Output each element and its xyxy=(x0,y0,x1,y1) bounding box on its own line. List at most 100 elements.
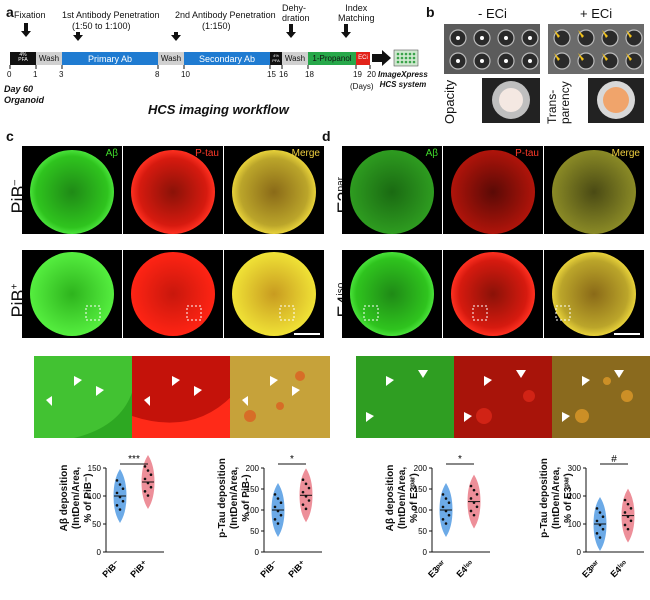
violin-1 xyxy=(467,474,481,529)
y-tick-label: 0 xyxy=(577,548,582,557)
image-d-merge-e3par: Merge xyxy=(544,146,644,234)
violin-1 xyxy=(141,455,155,509)
x-tick-label: E3ᵖᵃʳ xyxy=(426,558,448,580)
image-c-ab-pibpos xyxy=(22,250,122,338)
plus-eci-label: + ECi xyxy=(580,6,613,21)
chart-ptau-pib: 0 50 100 150 200 PiB⁻ PiB⁺ * xyxy=(246,454,322,579)
y-tick-label: 0 xyxy=(97,548,102,557)
y-tick-label: 50 xyxy=(250,527,259,536)
ab2-dilution: (1:150) xyxy=(202,21,231,31)
day60-label: Day 60 xyxy=(4,84,34,94)
zoom-c-ab xyxy=(34,356,134,438)
y-tick-label: 100 xyxy=(568,520,582,529)
wash-block-2: Wash xyxy=(160,54,182,63)
y-tick-label: 100 xyxy=(88,492,102,501)
image-c-merge-pibneg: Merge xyxy=(224,146,324,234)
next-arrow-icon xyxy=(372,50,391,66)
x-tick-label: E3ᵖᵃʳ xyxy=(580,558,602,580)
chart-ptau-apoe: 0 100 200 300 E3ᵖᵃʳ E4ⁱˢᵒ # xyxy=(568,454,644,580)
day-tick-label: 1 xyxy=(33,70,38,79)
organoid-label: Organoid xyxy=(4,95,44,105)
violin-0 xyxy=(271,483,285,537)
x-tick-label: PiB⁻ xyxy=(258,558,279,579)
zoom-d-ab xyxy=(356,356,456,438)
day-tick-label: 0 xyxy=(7,70,12,79)
panel-letter-a: a xyxy=(6,4,14,20)
wash-block-3: Wash xyxy=(284,54,306,63)
workflow-title: HCS imaging workflow xyxy=(148,102,289,117)
chart-ab-pib: 0 50 100 150 PiB⁻ PiB⁺ *** xyxy=(88,454,164,579)
image-d-ptau-e3par: P-tau xyxy=(443,146,543,234)
y-tick-label: 100 xyxy=(414,506,428,515)
sig-marker: *** xyxy=(128,454,140,465)
violin-1 xyxy=(621,488,635,543)
day-tick-label: 10 xyxy=(181,70,190,79)
secondary-ab-block: Secondary Ab xyxy=(198,54,256,64)
violin-0 xyxy=(439,483,453,537)
fixation-label: Fixation xyxy=(14,10,46,20)
image-c-ab-pibneg: Aβ xyxy=(22,146,122,234)
opacity-label: Opacity xyxy=(442,79,457,124)
clearing-photos xyxy=(444,24,644,123)
x-tick-label: E4ⁱˢᵒ xyxy=(608,557,630,579)
day-tick-label: 8 xyxy=(155,70,160,79)
arrow-icon xyxy=(21,23,31,37)
days-unit: (Days) xyxy=(350,82,374,91)
y-tick-label: 50 xyxy=(92,520,101,529)
workflow-arrows xyxy=(9,23,419,69)
y-tick-label: 150 xyxy=(246,485,260,494)
zoom-d-merge xyxy=(552,356,650,438)
sig-marker: # xyxy=(611,454,617,465)
image-d-ab-e4iso xyxy=(342,250,442,338)
panel-letter-d: d xyxy=(322,128,331,144)
image-c-ptau-pibneg: P-tau xyxy=(123,146,223,234)
day-tick-label: 18 xyxy=(305,70,314,79)
panel-letter-b: b xyxy=(426,4,435,20)
pfa-block: 4% PFA xyxy=(18,52,28,63)
y-tick-label: 0 xyxy=(423,548,428,557)
sig-marker: * xyxy=(458,454,462,465)
index-matching-label: Index Matching xyxy=(338,3,375,23)
day-tick-label: 16 xyxy=(279,70,288,79)
x-tick-label: PiB⁺ xyxy=(286,558,307,579)
zoom-c-merge xyxy=(230,356,330,438)
day-tick-label: 19 xyxy=(353,70,362,79)
minus-eci-label: - ECi xyxy=(478,6,507,21)
system-label: ImageXpress HCS system xyxy=(378,70,428,89)
primary-ab-block: Primary Ab xyxy=(87,54,132,64)
image-d-ab-e3par: Aβ xyxy=(342,146,442,234)
ab2-heading: 2nd Antibody Penetration xyxy=(175,10,276,20)
y-tick-label: 200 xyxy=(568,492,582,501)
transparency-label: Trans- parency xyxy=(545,81,572,124)
chart-ab-apoe: 0 50 100 150 200 E3ᵖᵃʳ E4ⁱˢᵒ * xyxy=(414,454,490,580)
x-tick-label: PiB⁺ xyxy=(128,558,149,579)
image-c-merge-pibpos xyxy=(224,250,324,338)
violin-0 xyxy=(593,497,607,551)
image-d-ptau-e4iso xyxy=(443,250,543,338)
x-tick-label: E4ⁱˢᵒ xyxy=(454,557,476,579)
propanol-block: 1-Propanol xyxy=(312,54,352,63)
y-tick-label: 300 xyxy=(568,464,582,473)
sig-marker: * xyxy=(290,454,294,465)
y-tick-label: 150 xyxy=(88,464,102,473)
y-tick-label: 200 xyxy=(246,464,260,473)
y-tick-label: 150 xyxy=(414,485,428,494)
image-c-ptau-pibpos xyxy=(123,250,223,338)
violin-0 xyxy=(113,469,127,523)
image-d-merge-e4iso xyxy=(544,250,644,338)
day-axis: 0 1 3 8 10 15 16 18 19 20 xyxy=(0,70,420,82)
wash-block-1: Wash xyxy=(38,54,60,63)
ab1-dilution: (1:50 to 1:100) xyxy=(72,21,131,31)
x-tick-label: PiB⁻ xyxy=(100,558,121,579)
y-tick-label: 0 xyxy=(255,548,260,557)
y-tick-label: 200 xyxy=(414,464,428,473)
zoom-c-ptau xyxy=(132,356,232,438)
violin-1 xyxy=(299,468,313,523)
day-tick-label: 3 xyxy=(59,70,64,79)
panel-letter-c: c xyxy=(6,128,14,144)
y-tick-label: 100 xyxy=(246,506,260,515)
ab1-heading: 1st Antibody Penetration xyxy=(62,10,160,20)
day-tick-label: 20 xyxy=(367,70,376,79)
day-tick-label: 15 xyxy=(267,70,276,79)
eci-block: ECi xyxy=(358,55,368,61)
